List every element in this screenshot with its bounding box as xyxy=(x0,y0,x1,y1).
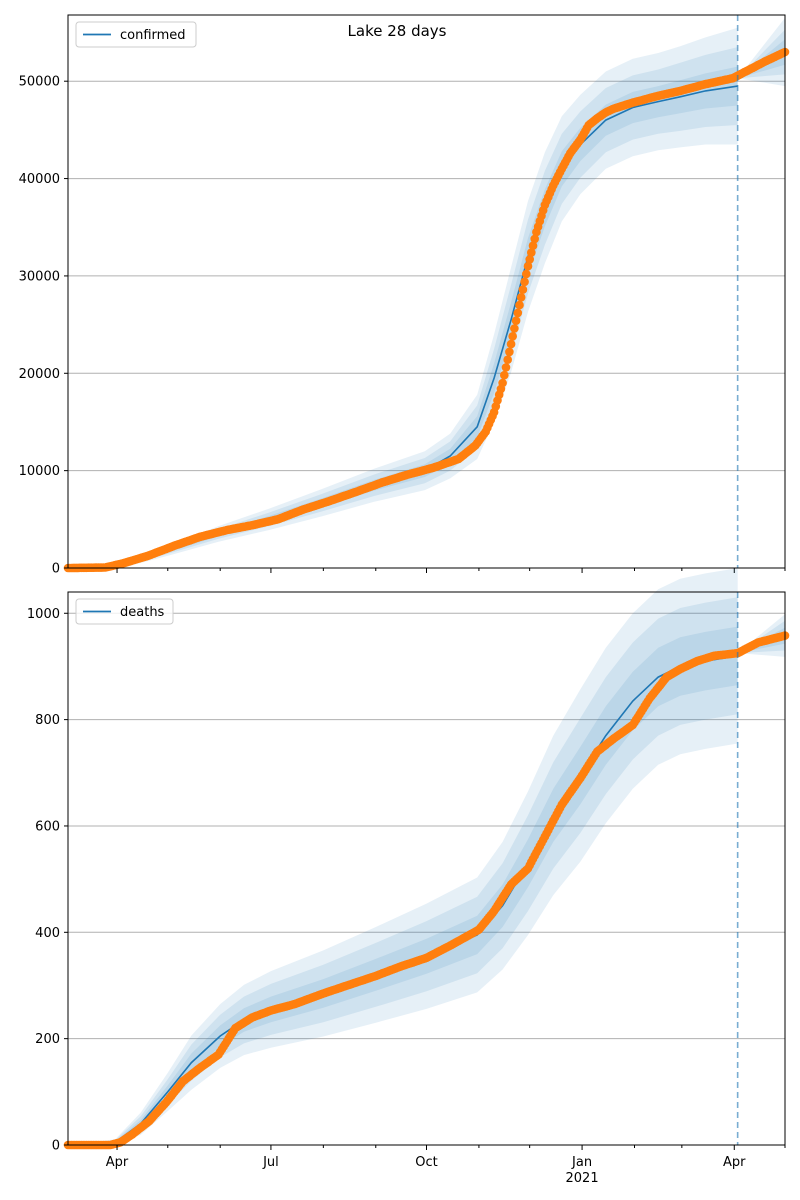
observed-point xyxy=(505,347,514,357)
observed-point xyxy=(528,241,538,250)
y-tick-label: 600 xyxy=(35,819,60,834)
y-tick-label: 40000 xyxy=(19,172,60,187)
y-tick-label: 10000 xyxy=(19,464,60,479)
observed-point xyxy=(520,277,529,287)
model-uncertainty-band xyxy=(68,47,738,569)
legend: deaths xyxy=(75,598,174,625)
x-tick-label: Apr xyxy=(106,1155,129,1170)
chart-panel-confirmed: 0 10000 20000 30000 40000 50000 confirmed xyxy=(19,14,790,577)
observed-point xyxy=(503,355,512,365)
legend-box xyxy=(75,21,197,48)
x-tick-label: Apr xyxy=(723,1155,746,1170)
observed-point xyxy=(515,300,524,310)
observed-point xyxy=(522,269,531,279)
x-tick-label: Oct xyxy=(415,1155,437,1170)
observed-point xyxy=(500,370,509,380)
observed-point xyxy=(523,261,533,271)
y-tick-label: 1000 xyxy=(27,607,60,622)
y-tick-label: 30000 xyxy=(19,269,60,284)
legend-label: deaths xyxy=(120,605,165,620)
y-tick-label: 0 xyxy=(52,562,60,577)
observed-point xyxy=(510,324,519,333)
x-tick-sublabel: 2021 xyxy=(566,1171,599,1186)
model-line-confirmed xyxy=(67,85,738,569)
figure-title: Lake 28 days xyxy=(348,22,447,40)
y-tick-label: 400 xyxy=(35,926,60,941)
observed-point xyxy=(525,255,534,264)
observed-point xyxy=(498,378,507,388)
model-uncertainty-band xyxy=(68,568,738,1146)
observed-point xyxy=(527,248,536,257)
x-tick-label: Jan xyxy=(571,1155,592,1170)
legend-label: confirmed xyxy=(120,28,186,43)
legend: confirmed xyxy=(75,21,197,48)
y-tick-label: 200 xyxy=(35,1032,60,1047)
y-tick-label: 0 xyxy=(52,1139,60,1154)
y-tick-label: 800 xyxy=(35,713,60,728)
observed-point xyxy=(506,339,516,349)
model-uncertainty-band xyxy=(68,27,738,570)
x-tick-label: Jul xyxy=(262,1155,279,1170)
y-tick-label: 20000 xyxy=(19,367,60,382)
model-uncertainty-band xyxy=(68,597,738,1145)
observed-point xyxy=(530,234,539,244)
observed-point xyxy=(513,308,523,318)
observed-point xyxy=(511,316,521,326)
observed-point xyxy=(516,293,526,302)
y-tick-label: 50000 xyxy=(19,75,60,90)
model-uncertainty-band xyxy=(68,626,738,1145)
observed-point xyxy=(501,363,511,372)
observed-point xyxy=(508,332,517,341)
observed-point xyxy=(518,285,528,294)
legend-box xyxy=(75,598,174,625)
